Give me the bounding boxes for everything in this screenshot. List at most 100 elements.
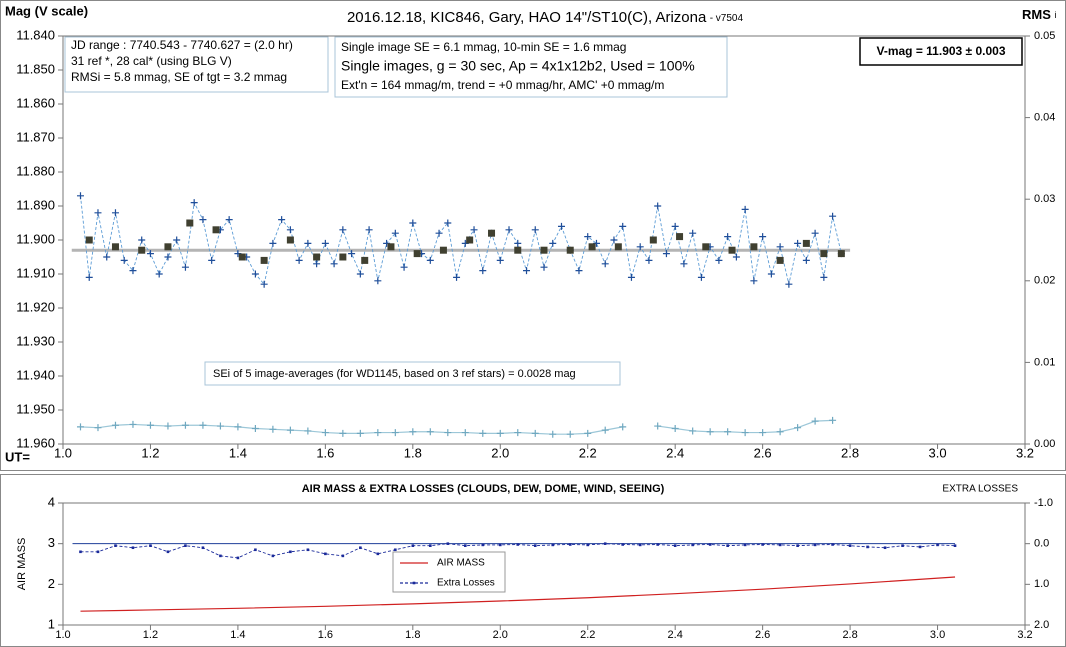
legend-marker [412,581,416,585]
data-point [111,209,119,217]
average-point [702,243,710,251]
x-tick-label: 1.0 [54,445,72,460]
data-point [531,429,539,437]
data-point [654,202,662,210]
data-point [271,554,275,558]
data-point [146,250,154,258]
y-tick-label: 11.850 [16,61,55,76]
data-point [446,542,450,545]
vmag-box [859,37,1023,66]
data-point [321,429,329,437]
chart-title: AIR MASS & EXTRA LOSSES (CLOUDS, DEW, DO… [302,483,665,495]
subtitle: - v7504 [710,13,744,24]
y-tick-label: 11.840 [16,27,55,42]
y2-tick-label: 0.04 [1034,112,1055,124]
average-point [540,246,548,254]
data-point [953,544,957,547]
x-axis-label: UT= [5,449,30,464]
data-point [794,239,802,247]
data-point [557,222,565,230]
data-point [131,546,135,550]
data-point [496,256,504,264]
data-point [638,543,642,547]
data-point [173,236,181,244]
plot-area [62,502,1026,626]
info-text: 31 ref *, 28 cal* (using BLG V) [71,54,232,68]
legend-box [392,551,506,593]
data-point [848,544,852,547]
data-point [216,422,224,430]
x-tick-label: 1.6 [316,445,334,460]
data-point [269,239,277,247]
data-point [514,429,522,437]
x-tick-label: 2.4 [668,629,683,641]
chart-title: 2016.12.18, KIC846, Gary, HAO 14"/ST10(C… [347,9,744,26]
average-point [649,236,657,244]
average-point [802,239,810,247]
data-point [479,429,487,437]
data-point [120,256,128,264]
data-point [96,550,100,554]
data-point [531,226,539,234]
data-point [662,250,670,258]
data-point [549,430,557,438]
y2-tick-label: 2.0 [1034,619,1049,631]
data-point [671,424,679,432]
y-axis-label: Mag (V scale) [5,3,88,18]
average-point [313,253,321,261]
data-point [680,260,688,268]
data-point [138,236,146,244]
data-point [306,548,310,552]
data-point [533,544,537,547]
data-point [551,543,555,547]
y-tick-label: 11.880 [16,163,55,178]
y2-axis-label: RMS i [1022,7,1057,22]
average-point [413,250,421,258]
y2-tick-label: -1.0 [1034,497,1053,509]
data-point [201,546,205,550]
data-point [208,256,216,264]
data-point [820,273,828,281]
data-point [339,226,347,234]
y2-tick-label: 0.00 [1034,438,1055,450]
data-point [470,226,478,234]
y2-label: RMS [1022,7,1051,22]
average-point [488,229,496,237]
y2-tick-label: 0.03 [1034,193,1055,205]
y2-label-sub: i [1055,10,1057,20]
x-tick-label: 3.0 [930,629,945,641]
data-point [673,544,677,547]
data-point [759,233,767,241]
x-tick-label: 1.8 [404,445,422,460]
data-point [811,229,819,237]
data-point [234,423,242,431]
data-point [155,270,163,278]
data-point [514,239,522,247]
data-point [586,543,590,547]
average-point [138,246,146,254]
x-tick-label: 2.4 [666,445,684,460]
data-point [409,428,417,436]
data-point [146,421,154,429]
average-point [820,250,828,258]
data-point [164,253,172,261]
average-point [164,243,172,251]
data-point [708,543,712,546]
average-point [466,236,474,244]
data-point [149,544,152,547]
info-box [334,36,728,98]
data-point [496,429,504,437]
data-point [76,192,84,200]
note-text: SEi of 5 image-averages (for WD1145, bas… [213,368,576,380]
average-point [111,243,119,251]
data-point [269,425,277,433]
x-tick-label: 2.6 [754,445,772,460]
data-point [689,427,697,435]
data-point [796,544,799,547]
average-point [728,246,736,254]
average-point [238,253,246,261]
average-point [260,256,268,264]
data-point [79,550,82,554]
data-point [785,280,793,288]
vmag-text: V-mag = 11.903 ± 0.003 [876,44,1005,58]
